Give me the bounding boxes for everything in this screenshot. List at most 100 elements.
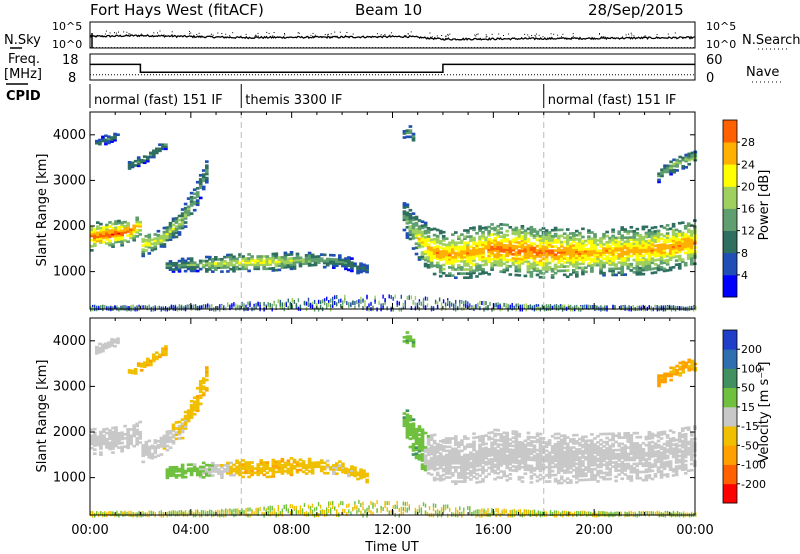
heatmap-cell xyxy=(626,267,631,270)
heatmap-cell xyxy=(180,226,185,230)
heatmap-cell xyxy=(174,427,179,430)
heatmap-cell xyxy=(523,237,528,241)
heatmap-cell xyxy=(414,246,419,250)
heatmap-cell xyxy=(426,251,431,255)
heatmap-cell xyxy=(553,479,558,483)
heatmap-cell xyxy=(517,253,522,257)
heatmap-cell xyxy=(448,262,452,265)
heatmap-cell xyxy=(635,244,640,247)
heatmap-cell xyxy=(180,224,185,228)
heatmap-cell xyxy=(120,243,124,247)
heatmap-cell xyxy=(438,460,443,464)
nsky-point xyxy=(542,36,544,38)
heatmap-cell xyxy=(526,231,531,235)
heatmap-cell xyxy=(581,435,585,439)
heatmap-cell xyxy=(457,443,461,447)
heatmap-cell xyxy=(174,470,179,473)
heatmap-cell xyxy=(356,265,360,269)
heatmap-cell xyxy=(117,442,121,445)
heatmap-cell xyxy=(449,303,451,308)
heatmap-cell xyxy=(227,303,229,307)
heatmap-cell xyxy=(201,263,206,267)
heatmap-cell xyxy=(362,306,364,310)
heatmap-cell xyxy=(514,240,519,244)
heatmap-cell xyxy=(544,465,549,469)
heatmap-cell xyxy=(620,450,625,454)
heatmap-cell xyxy=(298,264,303,268)
heatmap-cell xyxy=(426,235,431,238)
nsky-point xyxy=(254,35,256,37)
colorbar-swatch xyxy=(723,274,737,298)
heatmap-cell xyxy=(590,443,594,447)
heatmap-cell xyxy=(656,248,661,251)
heatmap-cell xyxy=(123,424,127,428)
heatmap-cell xyxy=(653,271,658,274)
heatmap-cell xyxy=(451,268,455,271)
heatmap-cell xyxy=(581,439,585,443)
heatmap-cell xyxy=(435,455,440,458)
heatmap-cell xyxy=(526,252,531,255)
heatmap-cell xyxy=(144,249,149,252)
heatmap-cell xyxy=(289,261,294,264)
heatmap-cell xyxy=(647,257,652,261)
heatmap-cell xyxy=(605,451,609,454)
heatmap-cell xyxy=(432,239,437,243)
heatmap-cell xyxy=(362,471,366,475)
heatmap-cell xyxy=(493,249,497,252)
heatmap-cell xyxy=(322,253,327,257)
heatmap-cell xyxy=(544,270,549,273)
heatmap-cell xyxy=(332,262,336,265)
heatmap-cell xyxy=(201,265,206,269)
heatmap-cell xyxy=(569,236,573,239)
heatmap-cell xyxy=(672,168,676,172)
heatmap-cell xyxy=(402,422,407,426)
heatmap-cell xyxy=(490,447,494,451)
heatmap-cell xyxy=(575,452,579,455)
heatmap-cell xyxy=(596,255,600,259)
heatmap-cell xyxy=(578,244,582,247)
heatmap-cell xyxy=(520,453,525,457)
colorbar-tick-label: 16 xyxy=(741,203,755,216)
heatmap-cell xyxy=(98,142,102,146)
heatmap-cell xyxy=(307,459,312,463)
heatmap-cell xyxy=(99,233,103,236)
heatmap-cell xyxy=(686,244,691,248)
heatmap-cell xyxy=(553,226,558,230)
heatmap-cell xyxy=(460,251,464,255)
heatmap-cell xyxy=(511,261,516,264)
heatmap-cell xyxy=(350,469,354,473)
heatmap-cell xyxy=(104,134,108,138)
heatmap-cell xyxy=(605,471,609,475)
heatmap-cell xyxy=(641,240,646,243)
heatmap-cell xyxy=(432,264,437,268)
heatmap-cell xyxy=(192,463,197,466)
heatmap-cell xyxy=(632,468,637,472)
heatmap-cell xyxy=(180,220,185,224)
heatmap-cell xyxy=(135,438,140,442)
heatmap-cell xyxy=(434,299,437,304)
heatmap-cell xyxy=(511,240,516,244)
heatmap-cell xyxy=(205,270,209,273)
heatmap-cell xyxy=(171,223,176,227)
heatmap-cell xyxy=(454,443,458,447)
heatmap-cell xyxy=(280,464,285,467)
heatmap-cell xyxy=(102,428,106,431)
heatmap-cell xyxy=(608,253,612,256)
heatmap-cell xyxy=(411,434,416,438)
heatmap-cell xyxy=(469,465,473,469)
heatmap-cell xyxy=(608,236,612,240)
heatmap-cell xyxy=(614,461,618,464)
heatmap-cell xyxy=(435,261,440,265)
heatmap-cell xyxy=(325,257,330,261)
heatmap-cell xyxy=(559,467,564,470)
heatmap-cell xyxy=(523,256,528,259)
heatmap-cell xyxy=(620,236,625,240)
heatmap-cell xyxy=(408,208,413,212)
heatmap-cell xyxy=(469,251,473,255)
heatmap-cell xyxy=(168,226,173,229)
heatmap-cell xyxy=(683,247,688,251)
heatmap-cell xyxy=(244,263,248,267)
heatmap-cell xyxy=(174,264,179,267)
heatmap-cell xyxy=(466,455,470,459)
heatmap-cell xyxy=(183,419,188,422)
